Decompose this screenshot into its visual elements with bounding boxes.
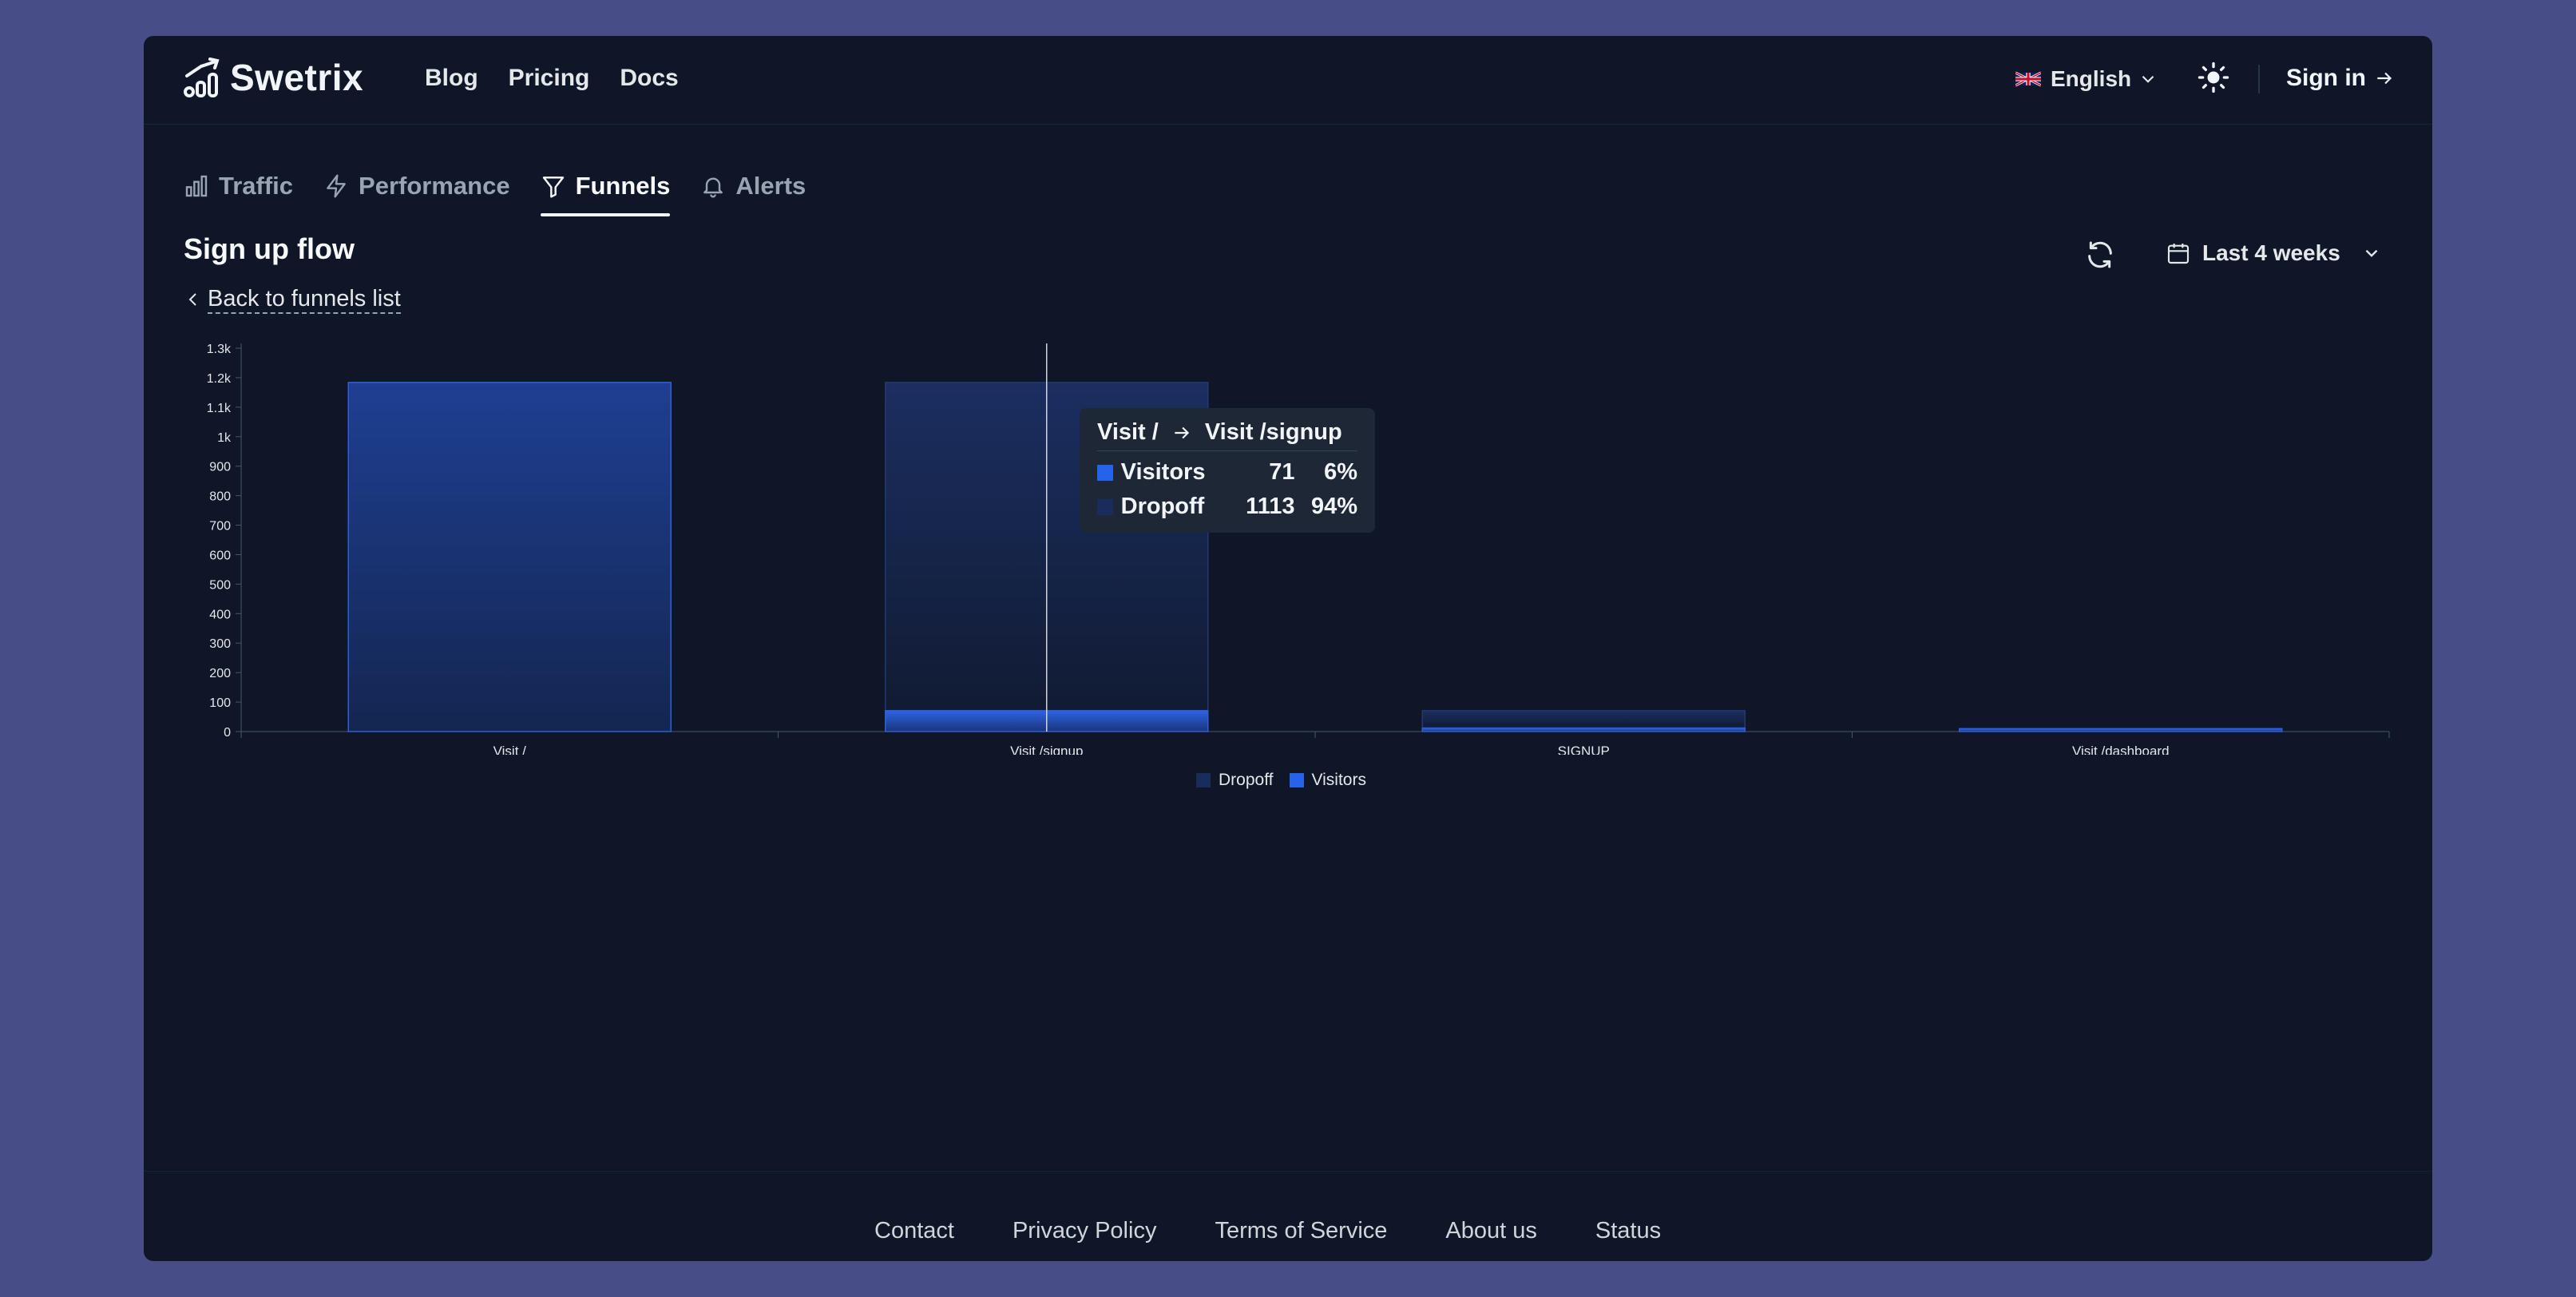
tab-label: Performance: [359, 172, 510, 200]
y-tick-label: 400: [209, 608, 231, 621]
chart-legend: Dropoff Visitors: [1196, 771, 1366, 790]
main-nav: Blog Pricing Docs: [425, 65, 679, 92]
tab-funnels[interactable]: Funnels: [540, 172, 671, 216]
funnel-icon: [542, 177, 564, 198]
tooltip-row-value: 1113: [1246, 494, 1295, 519]
legend-swatch: [1196, 773, 1211, 787]
funnel-title: Sign up flow: [184, 232, 355, 265]
nav-docs[interactable]: Docs: [620, 65, 679, 91]
footer-contact-link[interactable]: Contact: [874, 1218, 954, 1243]
header-divider: [2258, 65, 2260, 93]
footer-links: Contact Privacy Policy Terms of Service …: [874, 1218, 1661, 1244]
lightning-icon: [327, 174, 346, 198]
tooltip-row-pct: 6%: [1324, 459, 1358, 485]
logo[interactable]: Swetrix: [184, 54, 363, 101]
project-tabs: Traffic Performance Funnels Alerts: [184, 172, 806, 216]
tooltip-to: Visit /signup: [1204, 419, 1342, 445]
chevron-left-icon: [188, 293, 196, 306]
bar-chart-icon: [185, 175, 208, 197]
legend-label: Dropoff: [1219, 771, 1274, 789]
chevron-down-icon: [2142, 75, 2154, 83]
x-category-label: Visit /dashboard: [2072, 744, 2170, 755]
y-tick-label: 800: [209, 490, 231, 504]
footer-terms-link[interactable]: Terms of Service: [1215, 1218, 1388, 1243]
calendar-icon: [2167, 244, 2190, 264]
footer-divider: [144, 1171, 2432, 1172]
bar-visitors: [1421, 727, 1746, 732]
y-tick-label: 700: [209, 520, 231, 533]
x-category-label: Visit /signup: [1010, 744, 1083, 755]
y-tick-label: 1k: [217, 431, 232, 445]
tooltip-header: Visit / Visit /signup: [1097, 419, 1357, 451]
funnel-chart: 0 100 200 300 400 500 600 700 800 900 1k 1.1k 1.2k 1.…: [207, 343, 2390, 755]
app-window: Swetrix Blog Pricing Docs English: [144, 36, 2432, 1261]
nav-pricing[interactable]: Pricing: [508, 65, 590, 91]
chevron-down-icon: [2365, 249, 2378, 257]
tab-traffic[interactable]: Traffic: [184, 172, 293, 216]
x-category-label: Visit /: [493, 744, 527, 755]
tooltip-row-dropoff: Dropoff 1113 94%: [1097, 494, 1357, 520]
back-to-funnels-link[interactable]: Back to funnels list: [184, 285, 401, 314]
legend-swatch: [1289, 773, 1304, 787]
uk-flag-icon: [2015, 71, 2041, 87]
y-tick-label: 200: [209, 667, 231, 680]
y-tick-label: 0: [224, 726, 231, 740]
bell-icon: [703, 177, 723, 198]
tooltip-row-value: 71: [1269, 459, 1295, 485]
tab-alerts[interactable]: Alerts: [700, 172, 806, 216]
tab-label: Alerts: [735, 172, 806, 200]
top-header: Swetrix Blog Pricing Docs English: [144, 36, 2432, 125]
tooltip-swatch: [1097, 498, 1113, 515]
back-label: Back to funnels list: [208, 285, 401, 314]
legend-item-visitors[interactable]: Visitors: [1289, 771, 1366, 790]
x-category-label: SIGNUP: [1558, 744, 1610, 755]
tab-performance[interactable]: Performance: [323, 172, 510, 216]
tooltip-swatch: [1097, 464, 1113, 481]
period-selector[interactable]: Last 4 weeks: [2166, 240, 2382, 266]
period-label: Last 4 weeks: [2202, 240, 2340, 265]
tooltip-from: Visit /: [1097, 419, 1159, 445]
tab-label: Funnels: [575, 172, 671, 200]
arrow-right-icon: [1175, 426, 1189, 438]
footer-about-link[interactable]: About us: [1445, 1218, 1537, 1243]
y-tick-label: 900: [209, 461, 231, 474]
y-tick-label: 1.1k: [207, 402, 232, 415]
tooltip-row-pct: 94%: [1310, 494, 1358, 519]
swetrix-logo-icon: [184, 58, 220, 97]
sun-icon[interactable]: [2198, 61, 2229, 93]
y-tick-label: 100: [209, 696, 231, 710]
y-tick-label: 500: [209, 578, 231, 592]
arrow-right-icon: [2377, 72, 2392, 85]
tooltip-row-name: Visitors: [1120, 459, 1206, 485]
y-tick-label: 1.3k: [207, 343, 232, 356]
tab-label: Traffic: [219, 172, 294, 200]
footer-privacy-link[interactable]: Privacy Policy: [1012, 1218, 1157, 1243]
bar-visitors: [1959, 728, 2283, 732]
bar-dropoff: [1421, 710, 1746, 729]
tooltip-row-name: Dropoff: [1120, 494, 1205, 519]
y-tick-label: 600: [209, 549, 231, 562]
legend-item-dropoff[interactable]: Dropoff: [1196, 771, 1274, 790]
refresh-icon[interactable]: [2084, 239, 2116, 271]
nav-blog[interactable]: Blog: [425, 65, 478, 91]
brand-name: Swetrix: [230, 57, 364, 98]
bar-visitors: [347, 382, 672, 732]
tooltip-row-visitors: Visitors 71 6%: [1097, 459, 1357, 486]
language-label: English: [2051, 66, 2132, 91]
footer-status-link[interactable]: Status: [1595, 1218, 1662, 1243]
language-selector[interactable]: English: [2015, 66, 2158, 92]
y-tick-label: 1.2k: [207, 372, 232, 386]
legend-label: Visitors: [1311, 771, 1366, 789]
chart-tooltip: Visit / Visit /signup Visitors 71 6% Dro…: [1080, 408, 1375, 533]
signin-link[interactable]: Sign in: [2286, 65, 2395, 92]
signin-label: Sign in: [2286, 65, 2366, 91]
y-tick-label: 300: [209, 637, 231, 651]
